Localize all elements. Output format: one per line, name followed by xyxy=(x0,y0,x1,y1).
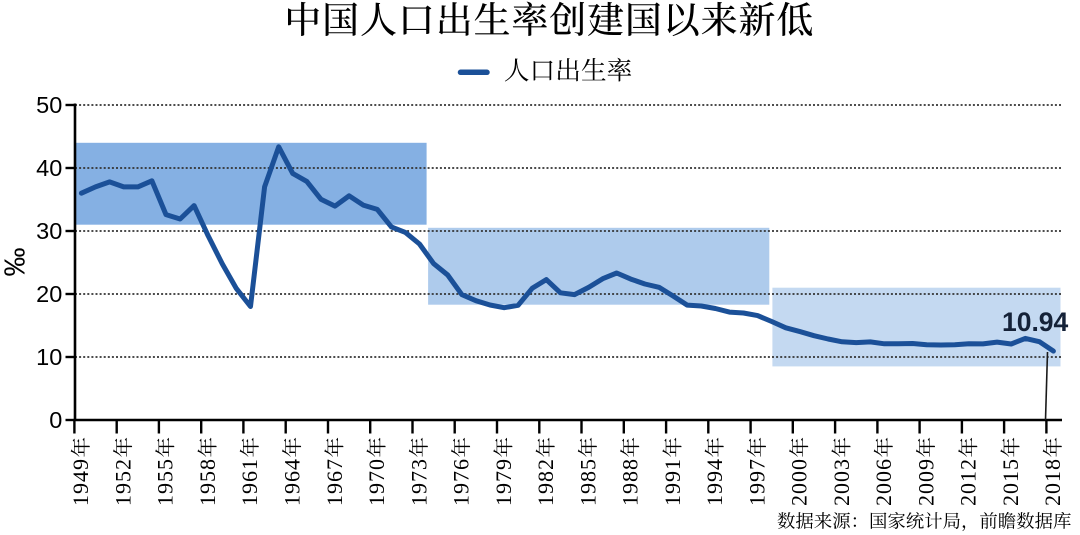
svg-text:0: 0 xyxy=(49,407,62,433)
svg-text:2015: 2015 xyxy=(998,458,1023,506)
svg-text:2003: 2003 xyxy=(829,458,854,506)
svg-text:2018: 2018 xyxy=(1040,458,1065,506)
svg-text:10: 10 xyxy=(36,344,62,370)
svg-text:2000: 2000 xyxy=(787,458,812,506)
svg-text:1994: 1994 xyxy=(702,458,727,506)
svg-text:1964: 1964 xyxy=(280,458,305,506)
svg-text:1982: 1982 xyxy=(533,458,558,506)
svg-text:1967: 1967 xyxy=(322,458,347,506)
svg-text:1949: 1949 xyxy=(68,458,93,506)
svg-text:40: 40 xyxy=(36,155,62,181)
svg-text:1952: 1952 xyxy=(111,458,136,506)
svg-text:1979: 1979 xyxy=(491,458,516,506)
svg-text:1958: 1958 xyxy=(195,458,220,506)
svg-text:1988: 1988 xyxy=(618,458,643,506)
svg-text:2009: 2009 xyxy=(913,458,938,506)
svg-text:2006: 2006 xyxy=(871,458,896,506)
svg-text:1985: 1985 xyxy=(575,458,600,506)
svg-text:1961: 1961 xyxy=(237,458,262,506)
svg-text:1976: 1976 xyxy=(449,458,474,506)
svg-text:1991: 1991 xyxy=(660,458,685,506)
svg-text:2012: 2012 xyxy=(956,458,981,506)
svg-text:20: 20 xyxy=(36,281,62,307)
svg-text:50: 50 xyxy=(36,92,62,118)
svg-text:‰: ‰ xyxy=(0,248,32,277)
svg-text:1955: 1955 xyxy=(153,458,178,506)
svg-text:30: 30 xyxy=(36,218,62,244)
svg-text:1973: 1973 xyxy=(406,458,431,506)
svg-text:10.94: 10.94 xyxy=(1002,307,1069,337)
svg-text:1997: 1997 xyxy=(744,458,769,506)
svg-text:1970: 1970 xyxy=(364,458,389,506)
